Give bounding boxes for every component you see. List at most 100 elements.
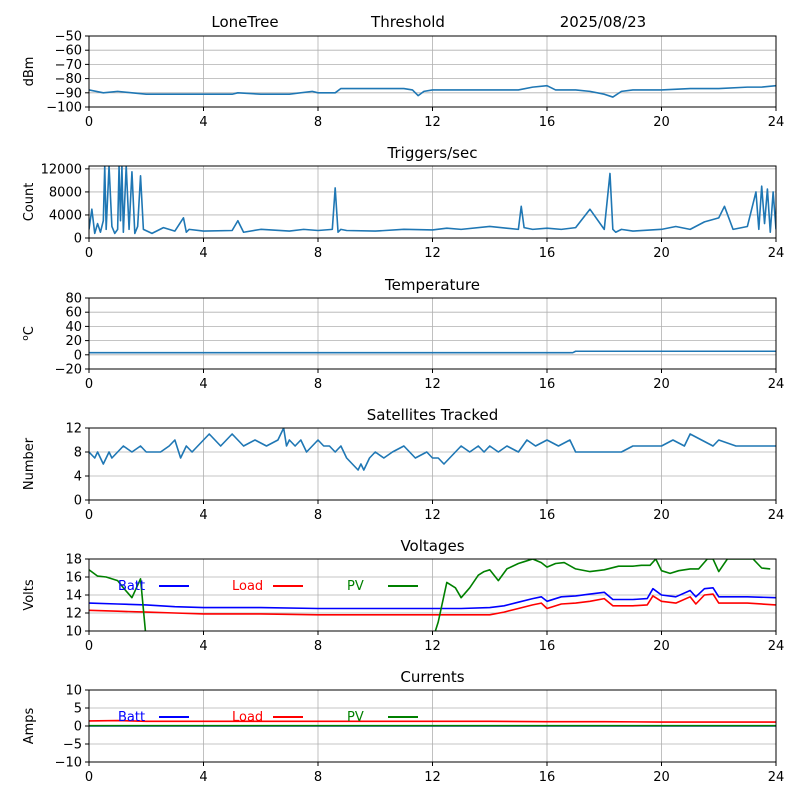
y-tick-label: 10 xyxy=(65,625,82,640)
x-tick-label: 12 xyxy=(424,770,441,785)
x-tick-label: 16 xyxy=(539,377,556,392)
x-tick-label: 0 xyxy=(85,377,93,392)
legend-label-batt: Batt xyxy=(118,710,145,725)
panel-signal: 0 4 8 12 16 20 24 −100−90−80−70−60−50 dBm xyxy=(22,30,784,131)
panel-title: Currents xyxy=(400,668,464,686)
x-tick-label: 24 xyxy=(768,115,785,130)
x-tick-label: 4 xyxy=(199,115,207,130)
panel-title: Voltages xyxy=(400,537,464,555)
y-axis-label: Volts xyxy=(22,579,37,611)
y-tick-label: −60 xyxy=(55,44,82,59)
x-tick-label: 8 xyxy=(314,770,322,785)
y-axis-label-unit: C xyxy=(22,326,37,335)
y-tick-label: 5 xyxy=(74,702,82,717)
series-group xyxy=(89,428,776,471)
y-axis-label: Amps xyxy=(22,707,37,744)
y-tick-label: 8 xyxy=(74,446,82,461)
x-tick-label: 20 xyxy=(653,770,670,785)
series-group xyxy=(89,719,776,727)
y-tick-label: 4 xyxy=(74,470,82,485)
y-tick-label: 8000 xyxy=(49,185,82,200)
x-tick-label: 12 xyxy=(424,639,441,654)
series-line-load xyxy=(89,593,776,616)
x-tick-label: 8 xyxy=(314,639,322,654)
x-tick-label: 0 xyxy=(85,639,93,654)
y-axis-label: Count xyxy=(22,183,37,222)
x-tick-label: 0 xyxy=(85,115,93,130)
y-tick-label: −90 xyxy=(55,86,82,101)
y-tick-label: 16 xyxy=(65,571,82,586)
panel-voltages: 0 4 8 12 16 20 24 10 12 14 16 18 Voltages Volts Batt Lo… xyxy=(22,537,784,654)
legend-label-load: Load xyxy=(232,579,263,594)
y-tick-label: 20 xyxy=(65,334,82,349)
y-tick-label: −100 xyxy=(46,101,82,116)
x-tick-label: 24 xyxy=(768,639,785,654)
series-line-main xyxy=(89,166,776,235)
y-tick-label: 14 xyxy=(65,589,82,604)
x-tick-label: 16 xyxy=(539,639,556,654)
series-line-pv xyxy=(89,559,771,631)
y-tick-label: 40 xyxy=(65,320,82,335)
y-tick-label: −80 xyxy=(55,72,82,87)
series-group xyxy=(89,559,776,631)
y-tick-label: 4000 xyxy=(49,208,82,223)
y-tick-label: −10 xyxy=(55,756,82,771)
x-tick-label: 8 xyxy=(314,115,322,130)
panel-title: Satellites Tracked xyxy=(367,406,498,424)
x-tick-label: 24 xyxy=(768,770,785,785)
y-tick-label: 60 xyxy=(65,306,82,321)
x-tick-label: 4 xyxy=(199,508,207,523)
x-tick-label: 12 xyxy=(424,377,441,392)
y-tick-label: 12 xyxy=(65,607,82,622)
series-line-batt xyxy=(89,587,776,610)
y-tick-label: 0 xyxy=(74,232,82,247)
y-tick-label: −20 xyxy=(55,363,82,378)
y-tick-label: −70 xyxy=(55,58,82,73)
x-tick-label: 0 xyxy=(85,508,93,523)
x-tick-label: 20 xyxy=(653,639,670,654)
x-tick-label: 8 xyxy=(314,377,322,392)
legend-label-pv: PV xyxy=(347,710,364,725)
x-tick-label: 16 xyxy=(539,115,556,130)
y-tick-label: 10 xyxy=(65,684,82,699)
legend-label-pv: PV xyxy=(347,579,364,594)
x-tick-label: 0 xyxy=(85,246,93,261)
panel-currents: 0 4 8 12 16 20 24 −10 −5 0 5 10 Currents Amps Batt Load… xyxy=(22,668,784,785)
x-tick-label: 20 xyxy=(653,115,670,130)
x-tick-label: 24 xyxy=(768,508,785,523)
x-tick-label: 4 xyxy=(199,377,207,392)
panel-triggers: 0 4 8 12 16 20 24 0 4000 8000 12000 Triggers/sec Cou… xyxy=(22,144,784,261)
y-tick-label: 0 xyxy=(74,720,82,735)
y-axis-label-degree: o xyxy=(21,335,31,341)
x-tick-label: 12 xyxy=(424,115,441,130)
x-tick-label: 16 xyxy=(539,770,556,785)
y-tick-label: 80 xyxy=(65,292,82,307)
panel-satellites: 0 4 8 12 16 20 24 0 4 8 12 Satellites Tracked Number xyxy=(22,406,784,523)
x-tick-label: 4 xyxy=(199,639,207,654)
x-tick-label: 20 xyxy=(653,377,670,392)
y-axis-label: Number xyxy=(22,437,37,490)
series-group xyxy=(89,84,776,98)
y-axis-label: dBm xyxy=(22,57,37,87)
header-mode: Threshold xyxy=(370,13,445,31)
legend-label-batt: Batt xyxy=(118,579,145,594)
y-axis-label: oC xyxy=(21,326,37,341)
x-tick-label: 8 xyxy=(314,246,322,261)
x-tick-label: 24 xyxy=(768,246,785,261)
x-tick-label: 8 xyxy=(314,508,322,523)
header-date: 2025/08/23 xyxy=(560,13,646,31)
x-tick-label: 20 xyxy=(653,246,670,261)
series-group xyxy=(89,350,776,354)
y-tick-label: −50 xyxy=(55,30,82,45)
header-station: LoneTree xyxy=(211,13,278,31)
y-tick-label: −5 xyxy=(63,738,82,753)
x-tick-label: 20 xyxy=(653,508,670,523)
y-tick-label: 0 xyxy=(74,494,82,509)
series-line-main xyxy=(89,350,776,354)
y-tick-label: 12 xyxy=(65,422,82,437)
